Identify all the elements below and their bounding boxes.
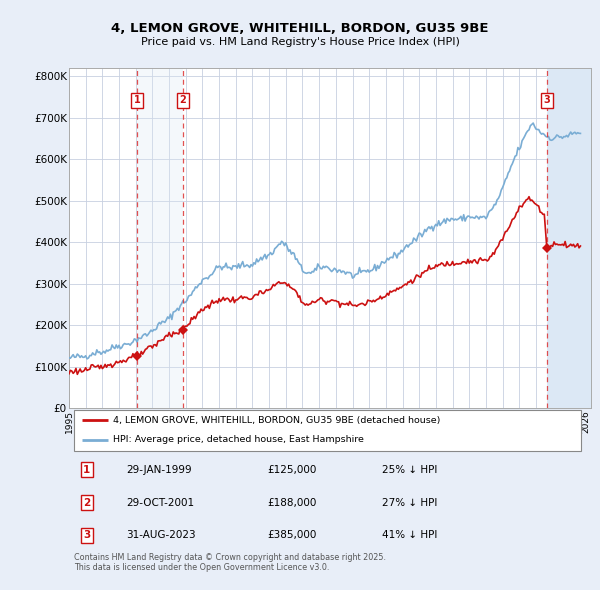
Bar xyxy=(547,68,591,408)
Text: 25% ↓ HPI: 25% ↓ HPI xyxy=(382,465,437,475)
Text: Price paid vs. HM Land Registry's House Price Index (HPI): Price paid vs. HM Land Registry's House … xyxy=(140,37,460,47)
Bar xyxy=(547,68,591,408)
Text: £125,000: £125,000 xyxy=(268,465,317,475)
Text: 27% ↓ HPI: 27% ↓ HPI xyxy=(382,497,437,507)
Text: £188,000: £188,000 xyxy=(268,497,317,507)
Text: 1: 1 xyxy=(83,465,91,475)
Text: 4, LEMON GROVE, WHITEHILL, BORDON, GU35 9BE (detached house): 4, LEMON GROVE, WHITEHILL, BORDON, GU35 … xyxy=(113,416,441,425)
Text: 41% ↓ HPI: 41% ↓ HPI xyxy=(382,530,437,540)
FancyBboxPatch shape xyxy=(74,409,581,451)
Text: 29-JAN-1999: 29-JAN-1999 xyxy=(127,465,192,475)
Text: 4, LEMON GROVE, WHITEHILL, BORDON, GU35 9BE: 4, LEMON GROVE, WHITEHILL, BORDON, GU35 … xyxy=(111,22,489,35)
Text: HPI: Average price, detached house, East Hampshire: HPI: Average price, detached house, East… xyxy=(113,435,364,444)
Bar xyxy=(137,68,183,408)
Text: Contains HM Land Registry data © Crown copyright and database right 2025.
This d: Contains HM Land Registry data © Crown c… xyxy=(74,553,386,572)
Text: 31-AUG-2023: 31-AUG-2023 xyxy=(127,530,196,540)
Text: 3: 3 xyxy=(544,95,550,105)
Text: 1: 1 xyxy=(134,95,140,105)
Text: 29-OCT-2001: 29-OCT-2001 xyxy=(127,497,194,507)
Text: £385,000: £385,000 xyxy=(268,530,317,540)
Text: 2: 2 xyxy=(179,95,186,105)
Text: 3: 3 xyxy=(83,530,91,540)
Text: 2: 2 xyxy=(83,497,91,507)
